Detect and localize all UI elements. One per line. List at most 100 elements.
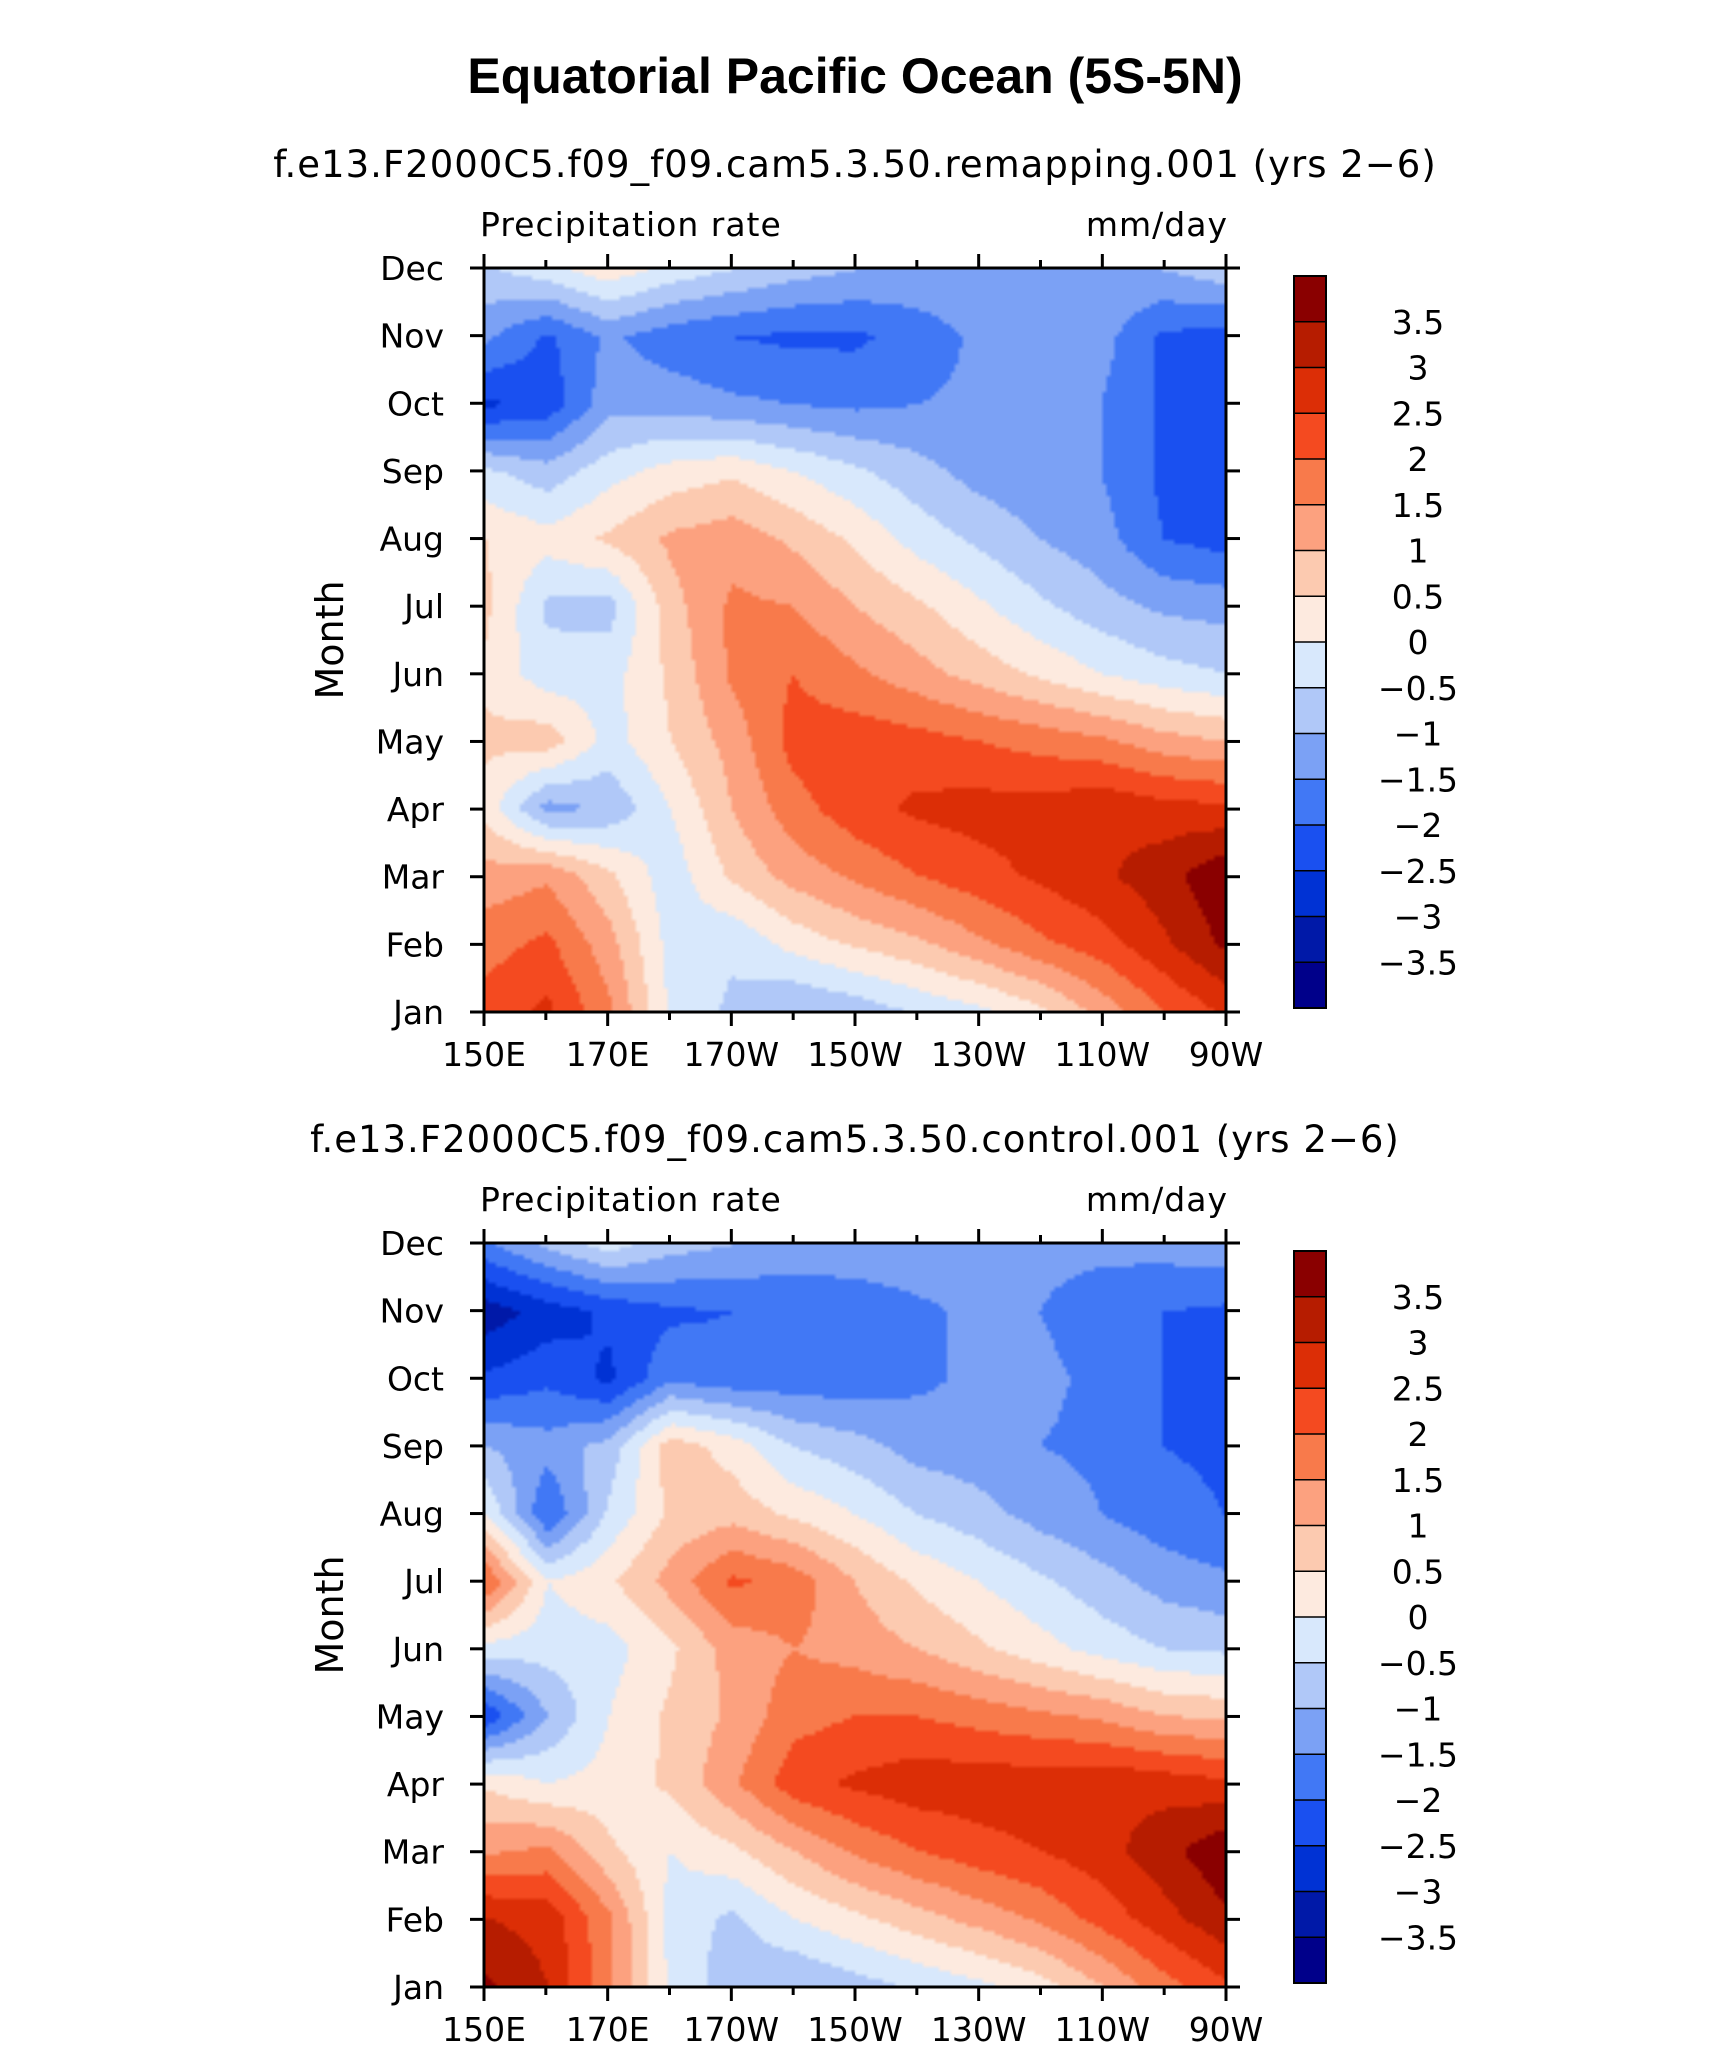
units-label: mm/day	[1086, 205, 1228, 244]
panel-subtitle: f.e13.F2000C5.f09_f09.cam5.3.50.control.…	[310, 1118, 1400, 1161]
y-tick-label: Jan	[391, 1968, 444, 2007]
y-axis-title: Month	[308, 580, 352, 699]
x-tick-label: 90W	[1189, 2010, 1264, 2049]
x-tick-label: 150E	[442, 1035, 526, 1074]
variable-label: Precipitation rate	[480, 1180, 782, 1219]
x-tick-label: 170W	[684, 2010, 780, 2049]
y-tick-label: Nov	[380, 317, 444, 356]
y-tick-label: Mar	[382, 858, 445, 897]
y-tick-label: Jun	[390, 1630, 444, 1669]
x-tick-label: 130W	[931, 1035, 1027, 1074]
colorbar-label: 3.5	[1392, 303, 1444, 342]
colorbar-label: −2.5	[1378, 852, 1458, 891]
colorbar-bin	[1294, 596, 1326, 643]
y-tick-label: Aug	[380, 1495, 444, 1534]
variable-label: Precipitation rate	[480, 205, 782, 244]
colorbar-bin	[1294, 1754, 1326, 1801]
plot-axes: 150E 170E 170W 150W 130W 110W 90W Jan Feb Mar Apr M…	[376, 1224, 1264, 2049]
y-axis-title: Month	[308, 1555, 352, 1674]
colorbar-label: −1	[1394, 715, 1443, 754]
colorbar-label: −2.5	[1378, 1827, 1458, 1866]
colorbar-label: 2.5	[1392, 394, 1444, 433]
colorbar-bin	[1294, 779, 1326, 826]
units-label: mm/day	[1086, 1180, 1228, 1219]
y-tick-label: Dec	[380, 249, 444, 288]
contour-fill	[484, 268, 1226, 1012]
colorbar-label: −2	[1394, 1781, 1443, 1820]
y-tick-label: Oct	[387, 384, 444, 423]
colorbar-bin	[1294, 504, 1326, 551]
y-tick-label: Feb	[386, 1900, 444, 1939]
x-tick-label: 110W	[1055, 2010, 1151, 2049]
colorbar-bin	[1294, 1388, 1326, 1435]
colorbar-bin	[1294, 916, 1326, 963]
y-tick-label: Mar	[382, 1833, 445, 1872]
colorbar-label: 3	[1408, 1324, 1429, 1363]
colorbar-label: 1	[1408, 532, 1429, 571]
y-tick-label: May	[376, 1697, 444, 1736]
colorbar-label: −3.5	[1378, 943, 1458, 982]
colorbar-bin	[1294, 413, 1326, 460]
y-tick-label: Jun	[390, 655, 444, 694]
colorbar-label: −1	[1394, 1690, 1443, 1729]
plot-axes: 150E 170E 170W 150W 130W 110W 90W Jan Feb Mar Apr M…	[376, 249, 1264, 1074]
colorbar-label: −2	[1394, 806, 1443, 845]
colorbar-bin	[1294, 1845, 1326, 1892]
colorbar-label: 1.5	[1392, 1461, 1444, 1500]
x-tick-label: 90W	[1189, 1035, 1264, 1074]
colorbar: 3.5 3 2.5 2 1.5 1 0.5 0 −0.5 −1 −1.5 −2 −2.5 −3 −3.5	[1293, 275, 1458, 1009]
colorbar-bin	[1294, 962, 1326, 1009]
y-tick-label: Jan	[391, 993, 444, 1032]
colorbar-label: −1.5	[1378, 1735, 1458, 1774]
colorbar-label: 0	[1408, 623, 1429, 662]
colorbar-label: −0.5	[1378, 669, 1458, 708]
y-tick-label: May	[376, 722, 444, 761]
colorbar-bin	[1294, 1708, 1326, 1755]
colorbar-bin	[1294, 1891, 1326, 1938]
colorbar-label: 3	[1408, 349, 1429, 388]
colorbar-label: 3.5	[1392, 1278, 1444, 1317]
x-tick-label: 170W	[684, 1035, 780, 1074]
figure-title: Equatorial Pacific Ocean (5S-5N)	[467, 48, 1242, 104]
colorbar-bin	[1294, 1296, 1326, 1343]
colorbar-bin	[1294, 276, 1326, 323]
colorbar-label: 2	[1408, 440, 1429, 479]
colorbar-bin	[1294, 1662, 1326, 1709]
colorbar-bin	[1294, 1937, 1326, 1984]
colorbar-label: −3	[1394, 1873, 1443, 1912]
colorbar-label: −1.5	[1378, 760, 1458, 799]
y-tick-label: Aug	[380, 520, 444, 559]
y-tick-label: Jul	[402, 1562, 444, 1601]
contour-plot-area	[484, 1243, 1226, 1987]
x-tick-label: 110W	[1055, 1035, 1151, 1074]
y-tick-label: Oct	[387, 1359, 444, 1398]
x-tick-label: 130W	[931, 2010, 1027, 2049]
y-tick-label: Jul	[402, 587, 444, 626]
x-tick-label: 150E	[442, 2010, 526, 2049]
colorbar-bin	[1294, 687, 1326, 734]
colorbar-bin	[1294, 1342, 1326, 1389]
colorbar-label: 2.5	[1392, 1369, 1444, 1408]
colorbar-label: 1	[1408, 1507, 1429, 1546]
colorbar-bin	[1294, 1617, 1326, 1664]
colorbar-bin	[1294, 459, 1326, 506]
y-tick-label: Sep	[382, 1427, 444, 1466]
contour-fill	[484, 1243, 1226, 1987]
colorbar-frame	[1293, 275, 1327, 1009]
y-tick-label: Apr	[387, 1765, 445, 1804]
colorbar-bin	[1294, 870, 1326, 917]
colorbar-bin	[1294, 1800, 1326, 1847]
colorbar-bin	[1294, 1479, 1326, 1526]
colorbar-bin	[1294, 321, 1326, 368]
x-tick-label: 150W	[807, 1035, 903, 1074]
colorbar-bin	[1294, 642, 1326, 689]
colorbar-label: 0.5	[1392, 1552, 1444, 1591]
colorbar-label: 1.5	[1392, 486, 1444, 525]
colorbar-label: −3.5	[1378, 1918, 1458, 1957]
colorbar-label: 0.5	[1392, 577, 1444, 616]
x-tick-label: 170E	[566, 2010, 650, 2049]
contour-plot-area	[484, 268, 1226, 1012]
colorbar-bin	[1294, 825, 1326, 872]
panel-control: f.e13.F2000C5.f09_f09.cam5.3.50.control.…	[308, 1118, 1458, 2049]
